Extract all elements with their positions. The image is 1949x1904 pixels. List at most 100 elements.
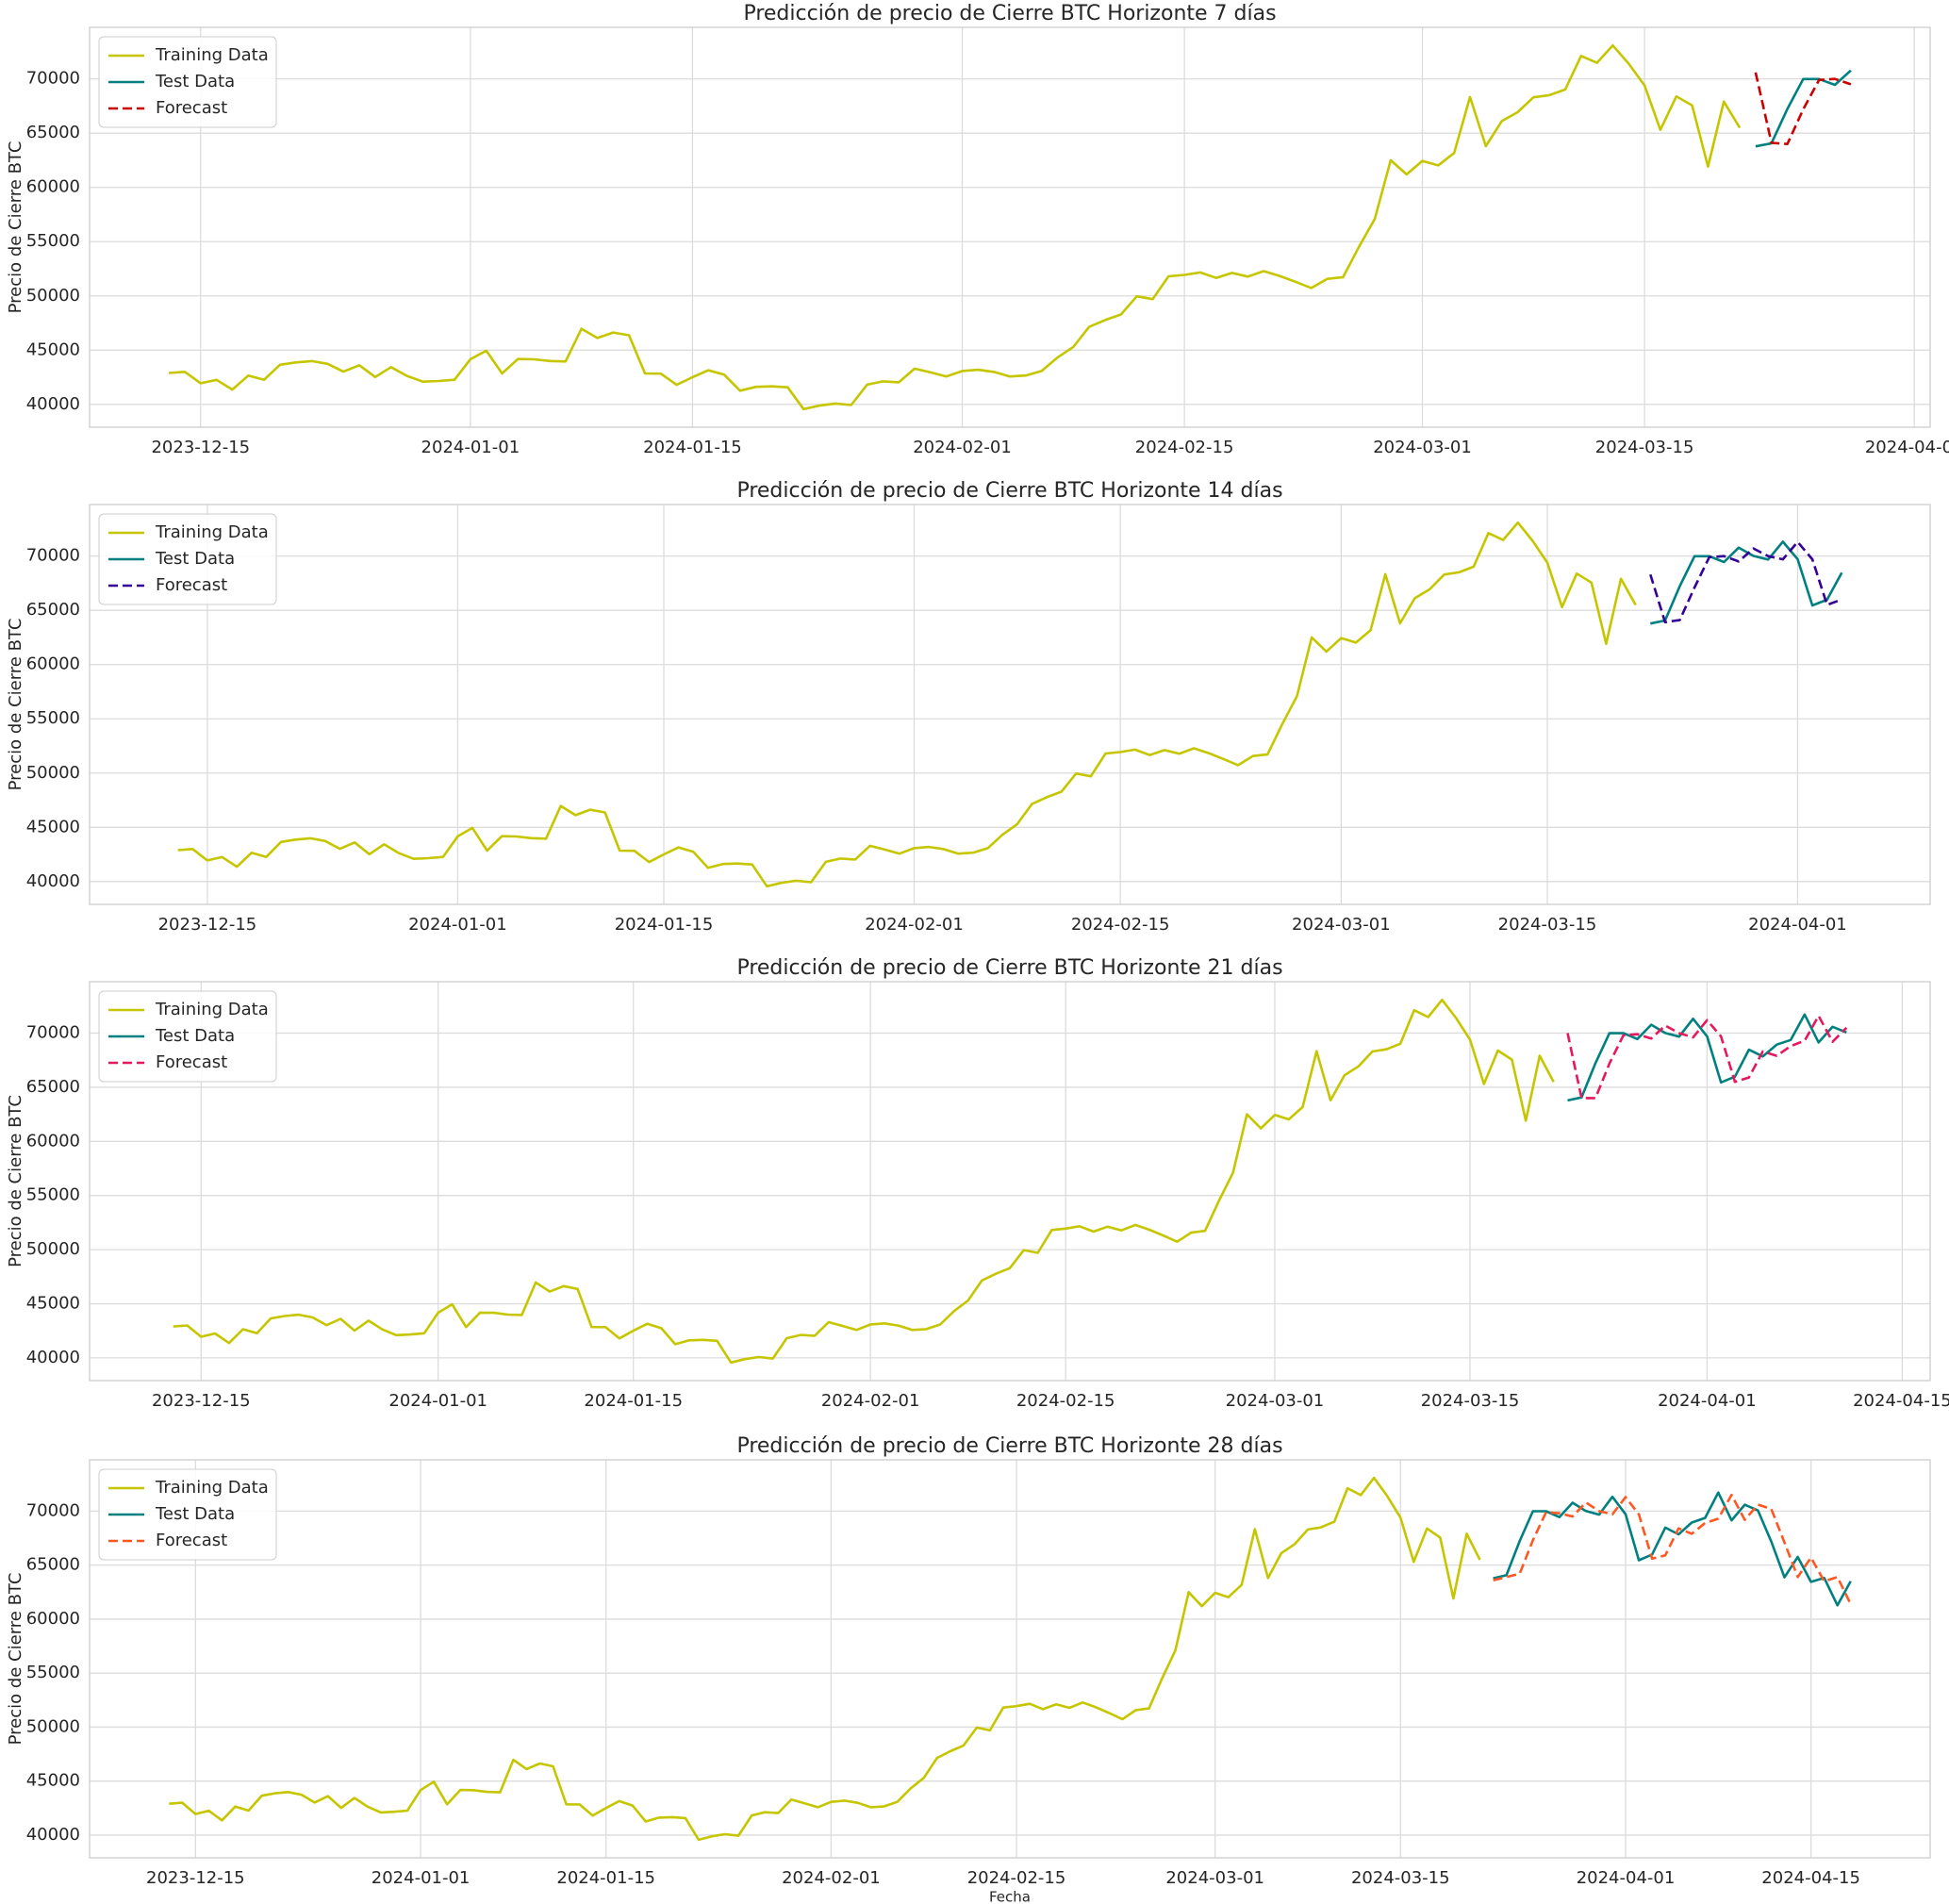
y-tick-label: 65000 [26, 123, 80, 142]
axes-frame [89, 981, 1931, 1382]
x-tick-label: 2024-03-01 [1165, 1868, 1264, 1888]
series-line [169, 1476, 1481, 1842]
chart-title: Predicción de precio de Cierre BTC Horiz… [736, 479, 1282, 503]
legend-label: Forecast [156, 1052, 227, 1072]
series-line [1650, 540, 1843, 625]
y-tick-label: 45000 [26, 817, 80, 836]
y-tick-label: 45000 [26, 1293, 80, 1313]
legend-label: Forecast [156, 1531, 227, 1550]
x-tick-label: 2024-03-01 [1292, 915, 1391, 935]
plot-area [90, 982, 1930, 1381]
legend-label: Test Data [155, 1026, 235, 1046]
axes-frame [89, 504, 1931, 905]
x-tick-label: 2024-01-01 [408, 915, 507, 935]
x-tick-label: 2024-02-01 [913, 438, 1012, 457]
series-line [1493, 1491, 1852, 1607]
x-tick-label: 2024-03-15 [1498, 915, 1597, 935]
x-tick-label: 2024-04-01 [1748, 915, 1847, 935]
x-tick-label: 2024-03-15 [1595, 438, 1694, 457]
axes-frame [89, 1459, 1931, 1859]
y-tick-label: 60000 [26, 1609, 80, 1629]
x-axis-label: Fecha [989, 1889, 1031, 1904]
legend-box [98, 36, 277, 128]
x-tick-label: 2024-04-01 [1577, 1868, 1676, 1888]
x-tick-label: 2024-03-15 [1421, 1391, 1520, 1411]
x-tick-label: 2024-01-15 [615, 915, 714, 935]
y-tick-label: 70000 [26, 546, 80, 566]
y-tick-label: 55000 [26, 1663, 80, 1682]
y-tick-label: 40000 [26, 394, 80, 414]
y-tick-label: 40000 [26, 1348, 80, 1367]
x-tick-label: 2024-04-01 [1865, 438, 1949, 457]
x-tick-label: 2023-12-15 [152, 1391, 251, 1411]
y-tick-label: 50000 [26, 763, 80, 783]
legend-label: Forecast [156, 575, 227, 595]
x-tick-label: 2023-12-15 [146, 1868, 245, 1888]
series-line [1567, 1013, 1847, 1102]
x-tick-label: 2024-03-01 [1373, 438, 1472, 457]
y-tick-label: 55000 [26, 231, 80, 251]
series-line [1754, 72, 1852, 145]
y-axis-label: Precio de Cierre BTC [6, 619, 25, 791]
plot-area [90, 27, 1930, 427]
chart-title: Predicción de precio de Cierre BTC Horiz… [736, 1434, 1282, 1458]
x-tick-label: 2024-02-01 [821, 1391, 920, 1411]
y-tick-label: 50000 [26, 1239, 80, 1259]
y-tick-label: 65000 [26, 1077, 80, 1097]
y-tick-label: 55000 [26, 1185, 80, 1205]
series-line [1566, 1014, 1848, 1100]
x-tick-label: 2024-02-15 [1016, 1391, 1115, 1411]
y-tick-label: 60000 [26, 1131, 80, 1151]
legend-label: Training Data [155, 522, 269, 542]
y-tick-label: 65000 [26, 600, 80, 620]
y-axis-label: Precio de Cierre BTC [6, 1095, 25, 1267]
series-line [169, 43, 1742, 411]
chart-title: Predicción de precio de Cierre BTC Horiz… [743, 2, 1276, 25]
legend-box [98, 513, 277, 605]
y-tick-label: 55000 [26, 708, 80, 728]
x-tick-label: 2024-02-15 [1071, 915, 1170, 935]
x-tick-label: 2024-03-15 [1351, 1868, 1450, 1888]
x-tick-label: 2024-01-01 [388, 1391, 487, 1411]
y-tick-label: 70000 [26, 1023, 80, 1043]
x-tick-label: 2024-02-01 [782, 1868, 881, 1888]
legend-label: Test Data [155, 72, 235, 91]
y-tick-label: 65000 [26, 1555, 80, 1575]
plot-area [90, 1460, 1930, 1858]
x-tick-label: 2024-01-15 [556, 1868, 655, 1888]
legend-box [98, 990, 277, 1083]
legend-label: Training Data [155, 1000, 269, 1019]
y-tick-label: 60000 [26, 177, 80, 197]
series-line [177, 521, 1637, 888]
legend-label: Test Data [155, 1504, 235, 1524]
legend-label: Training Data [155, 45, 269, 65]
y-axis-label: Precio de Cierre BTC [6, 141, 25, 314]
x-tick-label: 2024-04-01 [1658, 1391, 1757, 1411]
y-tick-label: 70000 [26, 69, 80, 89]
series-line [1649, 540, 1842, 624]
x-tick-label: 2024-04-15 [1761, 1868, 1860, 1888]
legend-label: Test Data [155, 549, 235, 569]
legend-box [98, 1468, 277, 1561]
chart-title: Predicción de precio de Cierre BTC Horiz… [736, 956, 1282, 980]
x-tick-label: 2024-01-15 [643, 438, 742, 457]
y-tick-label: 50000 [26, 1716, 80, 1736]
series-line [1493, 1493, 1852, 1605]
y-tick-label: 40000 [26, 1825, 80, 1845]
x-tick-label: 2024-03-01 [1226, 1391, 1325, 1411]
x-tick-label: 2023-12-15 [151, 438, 250, 457]
series-line [173, 998, 1555, 1365]
y-tick-label: 45000 [26, 339, 80, 359]
legend-label: Training Data [155, 1478, 269, 1498]
x-tick-label: 2024-02-01 [865, 915, 964, 935]
x-tick-label: 2023-12-15 [158, 915, 257, 935]
y-tick-label: 60000 [26, 654, 80, 674]
legend-label: Forecast [156, 98, 227, 118]
plot-area [90, 505, 1930, 904]
y-tick-label: 70000 [26, 1500, 80, 1520]
x-tick-label: 2024-01-01 [421, 438, 520, 457]
y-tick-label: 40000 [26, 871, 80, 891]
axes-frame [89, 26, 1931, 428]
x-tick-label: 2024-04-15 [1853, 1391, 1949, 1411]
